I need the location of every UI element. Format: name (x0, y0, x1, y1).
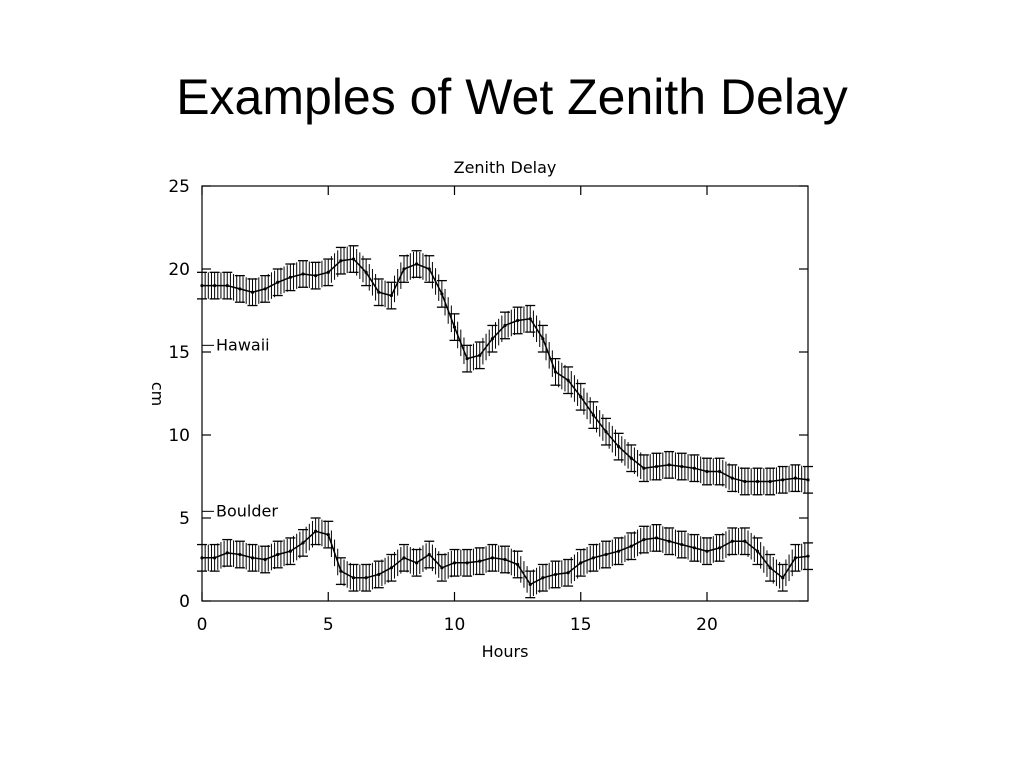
series-boulder: Boulder (197, 501, 813, 599)
y-axis-label: cm (148, 382, 167, 406)
x-tick-label: 15 (570, 615, 592, 635)
x-tick-label: 20 (696, 615, 718, 635)
axes: 0 5 10 15 20 0 5 10 15 20 25 (168, 177, 809, 635)
plot-frame (201, 185, 809, 602)
y-tick-label: 0 (179, 592, 190, 612)
x-axis-label: Hours (482, 642, 529, 661)
y-tick-label: 5 (179, 509, 190, 529)
series-layer: Hawaii Boulder (197, 245, 813, 599)
x-tick-label: 5 (323, 615, 334, 635)
x-tick-label: 10 (444, 615, 466, 635)
chart-title: Zenith Delay (454, 158, 557, 177)
y-tick-label: 10 (168, 426, 190, 446)
series-hawaii: Hawaii (197, 245, 813, 496)
series-label: Boulder (216, 501, 278, 520)
series-label: Hawaii (216, 335, 270, 354)
series-line (202, 258, 809, 483)
y-tick-label: 20 (168, 260, 190, 280)
x-tick-label: 0 (197, 615, 208, 635)
y-tick-label: 25 (168, 177, 190, 197)
series-line (202, 530, 809, 586)
y-tick-label: 15 (168, 343, 190, 363)
slide-title: Examples of Wet Zenith Delay (176, 69, 848, 125)
